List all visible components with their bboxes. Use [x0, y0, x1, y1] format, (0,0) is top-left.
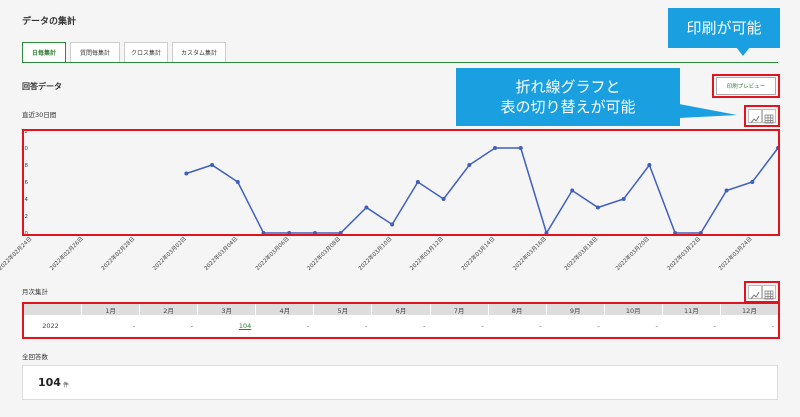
x-tick-label: 2022年03月18日: [562, 235, 599, 272]
column-header: 7月: [429, 304, 488, 315]
line-icon[interactable]: [748, 285, 762, 300]
section-title: 回答データ: [22, 82, 62, 91]
line: [186, 147, 779, 235]
table-cell: -: [597, 321, 600, 330]
table-cell: -: [771, 321, 774, 330]
row-header: 2022: [42, 321, 59, 330]
tab[interactable]: 質問毎集計: [70, 42, 120, 62]
x-tick-label: 2022年03月08日: [305, 235, 342, 272]
total-value: 104: [38, 376, 61, 389]
table-cell: -: [713, 321, 716, 330]
y-tick-label: 4: [25, 197, 29, 203]
x-tick-label: 2022年03月22日: [665, 235, 702, 272]
x-tick-label: 2022年03月06日: [254, 235, 291, 272]
x-tick-label: 2022年02月28日: [99, 235, 136, 272]
x-tick-label: 2022年03月14日: [459, 235, 496, 272]
column-header: 1月: [81, 304, 139, 315]
tab[interactable]: カスタム集計: [172, 42, 226, 62]
point: [518, 146, 523, 150]
point: [570, 188, 575, 193]
column-header: 10月: [603, 304, 662, 315]
column-header: 6月: [371, 304, 429, 315]
callout: 折れ線グラフと 表の切り替えが可能: [456, 68, 680, 126]
x-tick-label: 2022年03月16日: [511, 235, 548, 272]
table-cell[interactable]: 104: [238, 321, 252, 330]
column-header: 9月: [545, 304, 604, 315]
table-cell: -: [423, 321, 426, 330]
total-title: 全回答数: [22, 353, 48, 361]
point: [210, 163, 215, 167]
y-tick-label: 2: [25, 214, 29, 220]
point: [647, 163, 652, 167]
column-header: 3月: [197, 304, 255, 315]
table-icon[interactable]: [762, 109, 776, 124]
table-cell: -: [190, 321, 194, 330]
tab[interactable]: 日毎集計: [22, 42, 66, 62]
point: [415, 180, 420, 184]
x-tick-label: 2022年03月20日: [614, 235, 651, 272]
x-tick-label: 2022年03月10日: [356, 235, 393, 272]
column-header: 4月: [255, 304, 313, 315]
point: [493, 146, 498, 150]
tab[interactable]: クロス集計: [124, 42, 168, 62]
point: [235, 180, 240, 184]
highlight: [744, 105, 780, 127]
y-tick-label: 8: [25, 163, 29, 169]
callout-text: 折れ線グラフと: [515, 78, 621, 96]
table-cell: -: [655, 321, 658, 330]
chart-title: 直近30日間: [22, 111, 57, 119]
tab-line: [22, 62, 778, 63]
x-tick-label: 2022年02月26日: [48, 235, 85, 272]
highlight: [744, 281, 780, 303]
column-header: 2月: [139, 304, 197, 315]
table-cell: -: [306, 321, 310, 330]
x-tick-label: 2022年02月24日: [0, 235, 33, 272]
callout-arrow: [679, 104, 737, 118]
y-tick-label: 12: [21, 129, 28, 135]
point: [595, 205, 600, 210]
table-header-bg: [24, 304, 778, 315]
callout-text: 印刷が可能: [686, 19, 762, 37]
point: [364, 205, 369, 210]
y-tick-label: 10: [21, 146, 28, 152]
x-tick-label: 2022年03月04日: [202, 235, 239, 272]
highlight: [712, 74, 780, 98]
table-cell: -: [132, 321, 136, 330]
monthly-title: 月次集計: [22, 288, 48, 296]
column-header: 5月: [313, 304, 371, 315]
callout: 印刷が可能: [668, 8, 780, 48]
x-tick-label: 2022年03月12日: [408, 235, 445, 272]
point: [184, 171, 189, 176]
point: [750, 180, 755, 184]
point: [621, 197, 626, 201]
point: [467, 163, 472, 167]
point: [390, 222, 395, 227]
total-unit: 件: [63, 382, 70, 389]
callout-text: 表の切り替えが可能: [500, 98, 636, 116]
column-header: 12月: [719, 304, 778, 315]
y-tick-label: 6: [25, 180, 29, 186]
table-cell: -: [539, 321, 542, 330]
x-tick-label: 2022年03月24日: [717, 235, 754, 272]
monthly-table: 1月 2月 3月 4月 5月 6月 7月 8月 9月 10月 11月 12月 2022 - - 104 - - - -…: [24, 304, 778, 336]
highlight: [22, 129, 780, 236]
line-icon[interactable]: [748, 109, 762, 124]
column-header: 8月: [487, 304, 546, 315]
table-cell: -: [481, 321, 484, 330]
x-tick-label: 2022年03月02日: [151, 235, 188, 272]
table-icon[interactable]: [762, 285, 776, 300]
page-title: データの集計: [22, 17, 77, 27]
table-cell: -: [365, 321, 368, 330]
point: [724, 188, 729, 193]
point: [441, 197, 446, 201]
print-button[interactable]: 印刷プレビュー: [716, 77, 776, 95]
total-card: 104 件: [22, 365, 778, 400]
highlight: [22, 302, 780, 339]
column-header: 11月: [661, 304, 720, 315]
callout-arrow: [736, 47, 750, 56]
